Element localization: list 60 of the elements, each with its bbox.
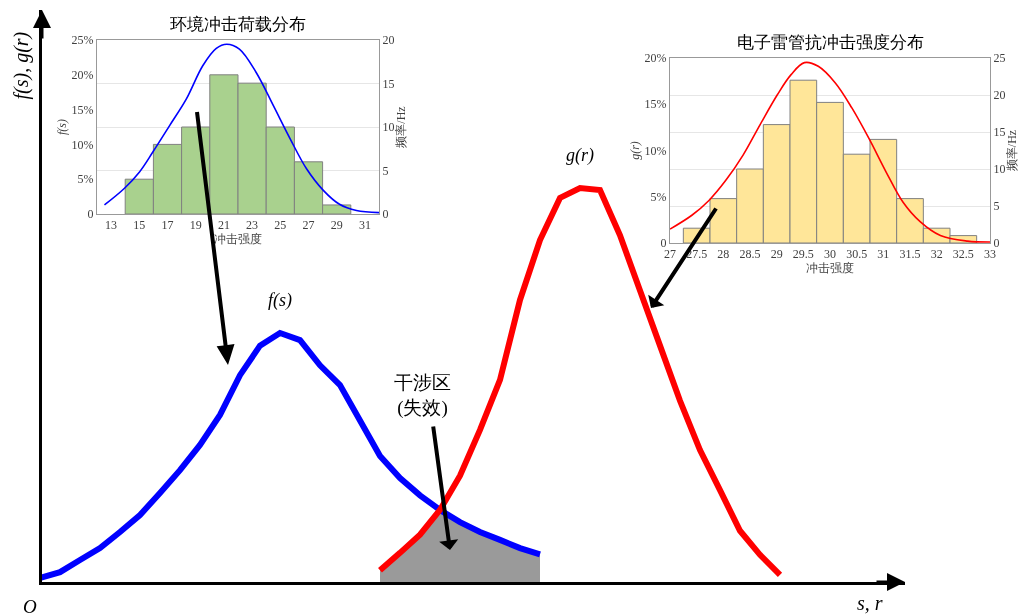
y2-tick-label: 20 [382, 33, 395, 48]
x-tick-label: 28 [717, 247, 730, 262]
x-tick-label: 31 [358, 218, 371, 233]
y2-tick-label: 5 [382, 163, 389, 178]
x-tick-label: 31.5 [899, 247, 921, 262]
annotation: 干涉区 (失效) [394, 372, 451, 419]
y-axis-title: f(s) [54, 119, 69, 135]
y-tick-label: 15% [644, 97, 667, 112]
x-tick-label: 17 [161, 218, 174, 233]
x-tick-label: 27 [302, 218, 315, 233]
y-axis-title: f(s), g(r) [9, 31, 33, 100]
x-tick-label: 29 [770, 247, 783, 262]
x-axis-title: s, r [857, 592, 883, 614]
y-axis-title: g(r) [627, 141, 642, 160]
y2-tick-label: 20 [993, 88, 1006, 103]
y2-tick-label: 10 [993, 162, 1006, 177]
y2-tick-label: 15 [993, 125, 1006, 140]
y2-axis-title: 频率/Hz [394, 106, 409, 148]
x-tick-label: 15 [133, 218, 146, 233]
text: O [23, 596, 37, 615]
series-label: g(r) [566, 145, 594, 166]
x-tick-label: 32.5 [952, 247, 974, 262]
y-tick-label: 0 [660, 236, 667, 251]
y2-tick-label: 0 [993, 236, 1000, 251]
y-tick-label: 0 [87, 207, 94, 222]
x-tick-label: 30 [824, 247, 836, 262]
x-tick-label: 30.5 [846, 247, 868, 262]
x-axis-title: 冲击强度 [806, 261, 854, 276]
y2-tick-label: 0 [382, 207, 389, 222]
x-tick-label: 31 [877, 247, 890, 262]
x-tick-label: 27 [664, 247, 676, 262]
series-label: f(s) [268, 290, 292, 311]
x-tick-label: 33 [984, 247, 996, 262]
y2-tick-label: 5 [993, 199, 1000, 214]
x-tick-label: 29.5 [792, 247, 814, 262]
chart-title: 电子雷管抗冲击强度分布 [737, 33, 924, 52]
x-tick-label: 13 [105, 218, 118, 233]
y-tick-label: 20% [71, 68, 94, 82]
x-tick-label: 23 [246, 218, 259, 233]
chart-title: 环境冲击荷载分布 [170, 15, 306, 34]
line-series [103, 43, 379, 214]
x-axis-title: 冲击强度 [214, 232, 262, 247]
x-tick-label: 32 [930, 247, 943, 262]
x-tick-label: 19 [189, 218, 202, 233]
line-series [670, 61, 990, 243]
y-tick-label: 10% [71, 137, 94, 152]
y-tick-label: 5% [77, 172, 94, 187]
y-tick-label: 5% [650, 189, 667, 204]
y-tick-label: 20% [644, 51, 667, 66]
y2-tick-label: 10 [382, 120, 395, 135]
y2-tick-label: 15 [382, 76, 395, 91]
y-tick-label: 15% [71, 102, 94, 117]
y-tick-label: 10% [644, 143, 667, 158]
x-tick-label: 28.5 [739, 247, 761, 262]
x-tick-label: 21 [217, 218, 230, 233]
x-tick-label: 25 [274, 218, 287, 233]
y2-axis-title: 频率/Hz [1005, 129, 1020, 172]
y2-tick-label: 25 [993, 51, 1006, 66]
x-tick-label: 29 [330, 218, 343, 233]
y-tick-label: 25% [71, 33, 94, 48]
